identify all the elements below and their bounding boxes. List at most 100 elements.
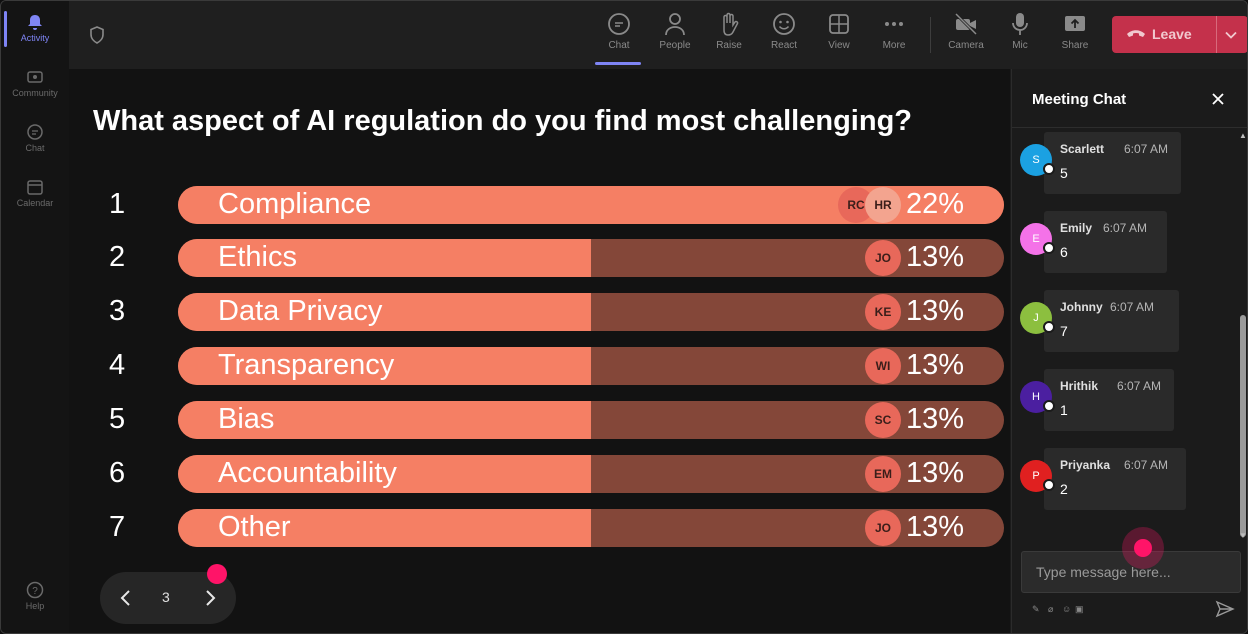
option-bar: Compliance RC HR 22%	[178, 186, 1004, 224]
help-icon: ?	[26, 581, 44, 599]
rail-item-activity[interactable]: Activity	[1, 11, 69, 47]
scroll-up-icon[interactable]: ▲	[1239, 131, 1247, 140]
rail-item-label: Help	[25, 601, 45, 611]
attach-icon[interactable]: ⌀	[1048, 604, 1054, 614]
chat-scrollbar[interactable]: ▲ ▼	[1238, 131, 1247, 545]
toolbar-react-button[interactable]: React	[758, 11, 810, 51]
option-label: Other	[218, 511, 291, 543]
close-icon[interactable]	[1210, 91, 1226, 107]
option-label: Compliance	[218, 188, 372, 220]
chevron-down-icon[interactable]	[1224, 28, 1238, 42]
message-time: 6:07 AM	[1124, 142, 1169, 156]
message-input[interactable]	[1021, 551, 1241, 593]
poll-option-row: 5 Bias SC 13%	[69, 401, 1010, 439]
voter-avatar: JO	[865, 510, 901, 546]
toolbar-share-button[interactable]: Share	[1049, 11, 1101, 51]
toolbar-people-button[interactable]: People	[649, 11, 701, 51]
chevron-right-icon[interactable]	[200, 588, 220, 608]
option-number: 3	[109, 295, 126, 327]
message-bubble: Johnny 6:07 AM 7	[1044, 290, 1179, 352]
option-bar-fill	[178, 509, 591, 547]
option-label: Data Privacy	[218, 295, 383, 327]
meeting-toolbar: Chat People Raise React View More Camera	[69, 1, 1247, 69]
rail-item-label: Community	[12, 88, 58, 98]
shield-icon[interactable]	[89, 26, 105, 44]
people-icon	[665, 13, 685, 36]
toolbar-separator	[930, 17, 931, 53]
mic-icon	[1012, 13, 1028, 35]
leave-label: Leave	[1152, 26, 1192, 42]
sender-name: Priyanka	[1060, 458, 1111, 472]
chat-icon	[27, 124, 43, 140]
message-text: 6	[1060, 244, 1068, 260]
toolbar-button-label: More	[882, 40, 906, 51]
rail-item-label: Chat	[25, 143, 45, 153]
toolbar-chat-button[interactable]: Chat	[593, 11, 645, 65]
hand-icon	[723, 12, 739, 36]
scroll-thumb[interactable]	[1240, 315, 1246, 537]
sender-name: Hrithik	[1060, 379, 1099, 393]
toolbar-button-label: React	[770, 40, 798, 51]
voter-avatar: JO	[865, 240, 901, 276]
message-time: 6:07 AM	[1103, 221, 1148, 235]
presence-status-icon	[1043, 321, 1055, 333]
toolbar-mic-button[interactable]: Mic	[994, 11, 1046, 51]
option-percent: 13%	[905, 511, 964, 543]
toolbar-button-label: People	[659, 40, 691, 51]
gif-icon[interactable]: ▣	[1075, 604, 1084, 614]
toolbar-raise-button[interactable]: Raise	[703, 11, 755, 51]
poll-option-row: 4 Transparency WI 13%	[69, 347, 1010, 385]
toolbar-button-label: Mic	[1012, 40, 1028, 51]
option-bar-fill	[178, 401, 591, 439]
sender-name: Scarlett	[1060, 142, 1105, 156]
rail-item-help[interactable]: ? Help	[1, 581, 69, 611]
option-label: Bias	[218, 403, 275, 435]
option-number: 1	[109, 188, 126, 220]
rail-item-calendar[interactable]: Calendar	[1, 178, 69, 208]
pointer-indicator	[1122, 527, 1164, 569]
toolbar-camera-button[interactable]: Camera	[940, 11, 992, 51]
toolbar-view-button[interactable]: View	[813, 11, 865, 51]
option-percent: 13%	[905, 241, 964, 273]
notification-dot	[207, 564, 227, 584]
chat-title: Meeting Chat	[1032, 91, 1127, 108]
option-bar-fill	[178, 347, 591, 385]
sender-name: Emily	[1060, 221, 1093, 235]
voter-avatar: EM	[865, 456, 901, 492]
emoji-icon[interactable]: ☺	[1062, 604, 1072, 614]
message-time: 6:07 AM	[1110, 300, 1155, 314]
toolbar-button-label: Chat	[608, 40, 630, 51]
chevron-left-icon[interactable]	[116, 588, 136, 608]
community-icon	[27, 71, 43, 83]
poll-option-row: 6 Accountability EM 13%	[69, 455, 1010, 493]
message-bubble: Emily 6:07 AM 6	[1044, 211, 1167, 273]
voter-avatar: SC	[865, 402, 901, 438]
grid-icon	[829, 14, 849, 34]
chat-divider	[1012, 127, 1247, 128]
message-bubble: Priyanka 6:07 AM 2	[1044, 448, 1186, 510]
message-text: 2	[1060, 481, 1068, 497]
send-icon[interactable]	[1215, 599, 1235, 619]
message-text: 7	[1060, 323, 1068, 339]
sender-name: Johnny	[1060, 300, 1103, 314]
leave-button[interactable]: Leave	[1112, 16, 1247, 53]
toolbar-more-button[interactable]: More	[868, 11, 920, 51]
rail-item-community[interactable]: Community	[1, 68, 69, 98]
toolbar-button-label: Share	[1061, 40, 1089, 51]
poll-option-row: 3 Data Privacy KE 13%	[69, 293, 1010, 331]
poll-option-row: 1 Compliance RC HR 22%	[69, 186, 1010, 224]
bell-icon	[28, 15, 42, 30]
rail-item-chat[interactable]: Chat	[1, 123, 69, 153]
option-percent: 13%	[905, 295, 964, 327]
poll-option-row: 7 Other JO 13%	[69, 509, 1010, 547]
option-percent: 13%	[905, 403, 964, 435]
toolbar-button-label: Raise	[716, 40, 742, 51]
option-percent: 22%	[905, 188, 964, 220]
presence-status-icon	[1043, 479, 1055, 491]
voter-avatar: KE	[865, 294, 901, 330]
format-icon[interactable]: ✎	[1032, 604, 1040, 614]
calendar-icon	[27, 180, 43, 195]
scroll-down-icon[interactable]: ▼	[1239, 531, 1247, 540]
option-number: 4	[109, 349, 126, 381]
